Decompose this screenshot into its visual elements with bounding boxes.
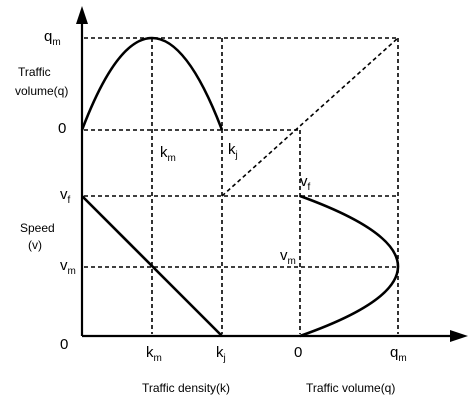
speed-density-line [81,195,223,337]
label-vm-right: vm [280,247,296,267]
label-speed-1: Speed [20,221,55,235]
label-zero-bottom: 0 [294,344,302,361]
label-kj-mid: kj [228,141,238,161]
label-km-bottom: km [146,344,162,364]
label-traffic-volume-1: Traffic [18,65,51,79]
label-qm-top: qm [44,28,61,48]
label-vf-right: vf [300,173,311,193]
label-traffic-volume-2: volume(q) [15,84,68,98]
label-km-mid: km [160,144,176,164]
label-vf-left: vf [60,186,71,206]
label-kj-bottom: kj [216,344,226,364]
label-qm-bottom: qm [390,344,407,364]
x-axis-title-volume: Traffic volume(q) [306,381,395,395]
label-zero-top: 0 [58,120,66,137]
x-axis-title-density: Traffic density(k) [142,381,230,395]
y-axis-arrowhead [76,6,88,24]
speed-flow-curve [299,194,400,338]
label-vm-left: vm [60,257,76,277]
guide-diagonal [221,37,399,197]
x-axis-arrowhead [450,330,468,342]
flow-density-curve [80,36,224,131]
label-speed-2: (v) [28,238,42,252]
label-zero-origin: 0 [60,336,68,353]
